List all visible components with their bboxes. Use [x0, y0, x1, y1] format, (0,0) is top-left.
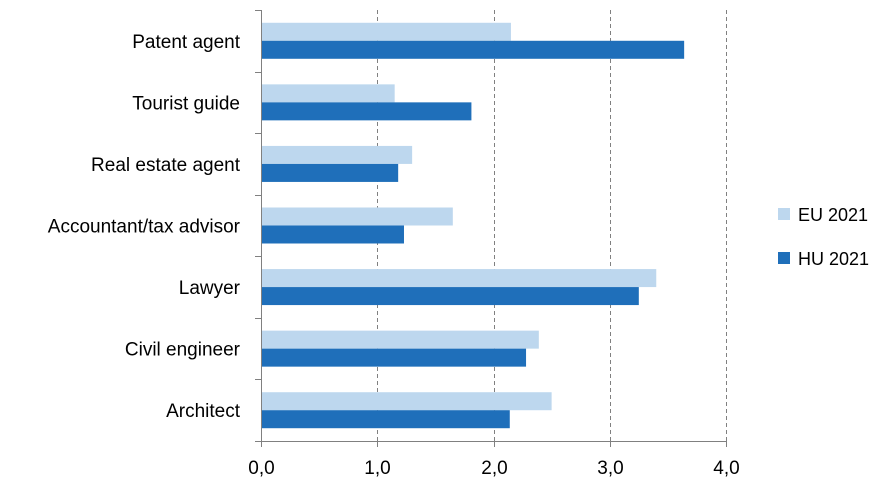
- bar-eu-lawyer: [261, 269, 657, 288]
- category-label: Real estate agent: [91, 155, 241, 176]
- category-label: Civil engineer: [125, 340, 241, 361]
- legend-swatch-hu: [778, 252, 790, 264]
- axes: [255, 10, 727, 447]
- legend-label-eu: EU 2021: [798, 205, 868, 225]
- bar-eu-real-estate-agent: [261, 145, 413, 164]
- category-label: Lawyer: [179, 278, 241, 299]
- bar-hu-architect: [261, 410, 510, 429]
- gridlines: [377, 10, 727, 441]
- bar-eu-tourist-guide: [261, 84, 395, 103]
- bar-hu-real-estate-agent: [261, 163, 399, 182]
- category-labels: Patent agent Tourist guide Real estate age…: [48, 32, 241, 422]
- x-tick-label: 0,0: [248, 458, 274, 479]
- category-label: Patent agent: [132, 32, 240, 53]
- category-label: Tourist guide: [132, 93, 240, 114]
- x-tick-label: 3,0: [597, 458, 623, 479]
- bar-hu-lawyer: [261, 287, 639, 306]
- bar-eu-accountant-tax-advisor: [261, 207, 453, 226]
- bar-eu-patent-agent: [261, 22, 511, 41]
- bar-hu-civil-engineer: [261, 348, 527, 367]
- bar-hu-accountant-tax-advisor: [261, 225, 404, 244]
- x-tick-label: 1,0: [364, 458, 390, 479]
- x-tick-label: 2,0: [481, 458, 507, 479]
- bar-eu-civil-engineer: [261, 330, 539, 349]
- legend-label-hu: HU 2021: [798, 249, 869, 269]
- legend: EU 2021 HU 2021: [778, 205, 869, 269]
- bar-eu-architect: [261, 392, 552, 411]
- bars: [261, 22, 685, 429]
- bar-hu-patent-agent: [261, 40, 685, 59]
- x-tick-labels: 0,0 1,0 2,0 3,0 4,0: [248, 458, 739, 479]
- category-label: Accountant/tax advisor: [48, 217, 241, 238]
- bar-hu-tourist-guide: [261, 102, 472, 121]
- legend-swatch-eu: [778, 208, 790, 220]
- category-label: Architect: [166, 401, 241, 422]
- x-tick-label: 4,0: [713, 458, 739, 479]
